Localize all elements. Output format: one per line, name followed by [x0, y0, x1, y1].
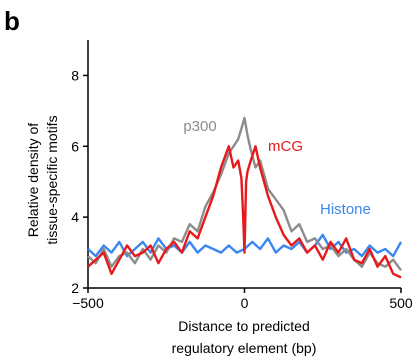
axes: 2 4 6 8 −500 0 500: [71, 40, 413, 311]
x-tick-label: 0: [241, 295, 249, 311]
x-tick-label: −500: [72, 295, 104, 311]
y-tick-label: 2: [71, 280, 79, 296]
y-axis-label-line2: tissue-specific motifs: [44, 115, 60, 244]
x-tick-label: 500: [389, 295, 413, 311]
y-tick-label: 6: [71, 138, 79, 154]
series-line-mcg: [87, 145, 402, 279]
y-axis-label-line1: Relative density of: [25, 123, 41, 238]
series-label-histone: Histone: [320, 201, 371, 218]
y-tick-label: 4: [71, 209, 79, 225]
labels-layer: Distance to predicted regulatory element…: [25, 115, 316, 356]
series-line-p300: [87, 116, 402, 272]
series-layer: p300 mCG Histone: [87, 116, 403, 279]
x-axis-label-line1: Distance to predicted: [178, 318, 310, 334]
y-tick-label: 8: [71, 67, 79, 83]
panel-label: b: [4, 6, 20, 36]
series-label-mcg: mCG: [268, 138, 303, 155]
series-label-p300: p300: [183, 118, 216, 135]
x-axis-label-line2: regulatory element (bp): [172, 340, 317, 356]
